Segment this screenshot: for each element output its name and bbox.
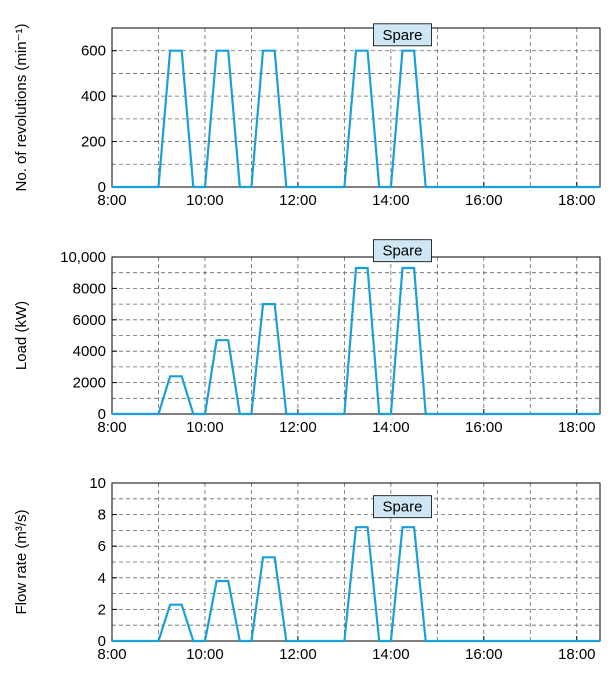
x-tick-label: 18:00 — [558, 646, 596, 663]
spare-annotation-box — [373, 23, 432, 47]
spare-annotation-box — [373, 239, 432, 263]
series-line — [112, 526, 600, 643]
y-tick-label: 8 — [98, 507, 106, 524]
y-tick-label: 400 — [81, 88, 106, 105]
x-tick-label: 8:00 — [97, 192, 126, 209]
x-tick-label: 16:00 — [465, 192, 503, 209]
x-tick-label: 8:00 — [97, 646, 126, 663]
y-tick-label: 10,000 — [60, 249, 106, 266]
y-tick-label: 6 — [98, 538, 106, 555]
y-tick-label: 200 — [81, 134, 106, 151]
y-tick-label: 0 — [98, 633, 106, 650]
spare-annotation-box — [373, 495, 432, 519]
series-line — [112, 266, 600, 416]
series-line — [112, 49, 600, 189]
x-tick-label: 12:00 — [279, 419, 317, 436]
y-axis-label: No. of revolutions (min⁻¹) — [13, 24, 30, 192]
y-tick-label: 4000 — [73, 343, 106, 360]
spare-annotation-label: Spare — [382, 243, 422, 260]
spare-annotation-label: Spare — [382, 499, 422, 516]
y-tick-label: 600 — [81, 43, 106, 60]
x-tick-label: 16:00 — [465, 419, 503, 436]
plot-frame — [111, 482, 601, 642]
x-tick-label: 18:00 — [558, 192, 596, 209]
y-tick-label: 2000 — [73, 375, 106, 392]
y-tick-label: 2 — [98, 601, 106, 618]
y-tick-label: 4 — [98, 570, 106, 587]
x-tick-label: 14:00 — [372, 192, 410, 209]
x-tick-label: 18:00 — [558, 419, 596, 436]
plot-frame — [111, 256, 601, 415]
y-tick-label: 0 — [98, 179, 106, 196]
x-tick-label: 10:00 — [186, 419, 224, 436]
x-tick-label: 12:00 — [279, 192, 317, 209]
y-axis-label: Flow rate (m³/s) — [13, 509, 30, 614]
x-tick-label: 10:00 — [186, 192, 224, 209]
x-tick-label: 16:00 — [465, 646, 503, 663]
x-tick-label: 14:00 — [372, 646, 410, 663]
y-tick-label: 6000 — [73, 312, 106, 329]
plot-frame — [111, 27, 601, 188]
spare-annotation-label: Spare — [382, 27, 422, 44]
x-tick-label: 10:00 — [186, 646, 224, 663]
y-axis-label: Load (kW) — [13, 301, 30, 370]
x-tick-label: 12:00 — [279, 646, 317, 663]
x-tick-label: 14:00 — [372, 419, 410, 436]
y-tick-label: 8000 — [73, 280, 106, 297]
x-tick-label: 8:00 — [97, 419, 126, 436]
chart-panel-2: 0 2000 4000 6000 8000 10,000 8:00 10:00 12:00 14:… — [13, 239, 601, 436]
chart-panel-1: 0 200 400 600 8:00 10:00 12:00 14:00 16:00 18:00 N… — [13, 23, 601, 209]
y-tick-label: 10 — [89, 475, 106, 492]
chart-panel-3: 0 2 4 6 8 10 8:00 10:00 12:00 14:00 16:00 18:00 Flow… — [13, 475, 601, 663]
y-tick-label: 0 — [98, 406, 106, 423]
